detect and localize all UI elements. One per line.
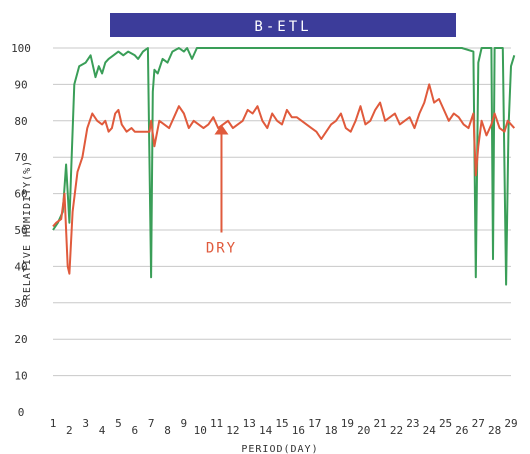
x-tick-labels: 1234567891011121314151617181920212223242…: [50, 417, 518, 437]
x-tick-9: 9: [181, 417, 188, 430]
x-tick-10: 10: [194, 424, 207, 437]
x-axis-label: PERIOD(DAY): [241, 444, 318, 454]
x-tick-19: 19: [341, 417, 354, 430]
x-tick-23: 23: [406, 417, 419, 430]
x-tick-8: 8: [164, 424, 171, 437]
x-tick-4: 4: [99, 424, 106, 437]
y-tick-90: 90: [14, 78, 27, 91]
y-tick-80: 80: [14, 115, 27, 128]
x-tick-20: 20: [357, 424, 370, 437]
x-tick-17: 17: [308, 417, 321, 430]
chart-title-background: [110, 13, 456, 37]
x-tick-22: 22: [390, 424, 403, 437]
y-tick-60: 60: [14, 188, 27, 201]
y-tick-40: 40: [14, 260, 27, 273]
series-lines: [52, 47, 516, 286]
x-tick-12: 12: [226, 424, 239, 437]
x-tick-25: 25: [439, 417, 452, 430]
x-tick-15: 15: [275, 417, 288, 430]
x-tick-2: 2: [66, 424, 73, 437]
annotation-label-1: DRY: [206, 241, 237, 257]
y-tick-70: 70: [14, 151, 27, 164]
gridlines: [53, 47, 511, 377]
chart-title: B-ETL: [254, 19, 311, 35]
x-tick-1: 1: [50, 417, 57, 430]
y-tick-50: 50: [14, 224, 27, 237]
series-line-1: [52, 47, 516, 286]
x-tick-14: 14: [259, 424, 273, 437]
y-axis-label: RELATIVE HUMIDITY(%): [22, 160, 33, 300]
x-tick-18: 18: [324, 424, 337, 437]
series-line-2: [52, 83, 516, 275]
x-tick-29: 29: [504, 417, 517, 430]
x-tick-26: 26: [455, 424, 468, 437]
annotation-arrowhead-1: [214, 124, 229, 135]
y-tick-labels: 0 10 20 30 40 50 60 70 80 90 100: [11, 42, 31, 419]
x-tick-16: 16: [292, 424, 305, 437]
x-tick-6: 6: [131, 424, 138, 437]
x-tick-3: 3: [82, 417, 89, 430]
x-tick-7: 7: [148, 417, 155, 430]
x-tick-11: 11: [210, 417, 223, 430]
annotations: DRY: [206, 124, 237, 257]
y-tick-0: 0: [18, 406, 25, 419]
y-tick-30: 30: [14, 297, 27, 310]
x-tick-27: 27: [472, 417, 485, 430]
y-tick-10: 10: [14, 370, 27, 383]
x-tick-21: 21: [374, 417, 387, 430]
x-tick-24: 24: [423, 424, 437, 437]
y-tick-20: 20: [14, 333, 27, 346]
y-tick-100: 100: [11, 42, 31, 55]
x-tick-5: 5: [115, 417, 122, 430]
x-tick-28: 28: [488, 424, 501, 437]
x-tick-13: 13: [243, 417, 256, 430]
